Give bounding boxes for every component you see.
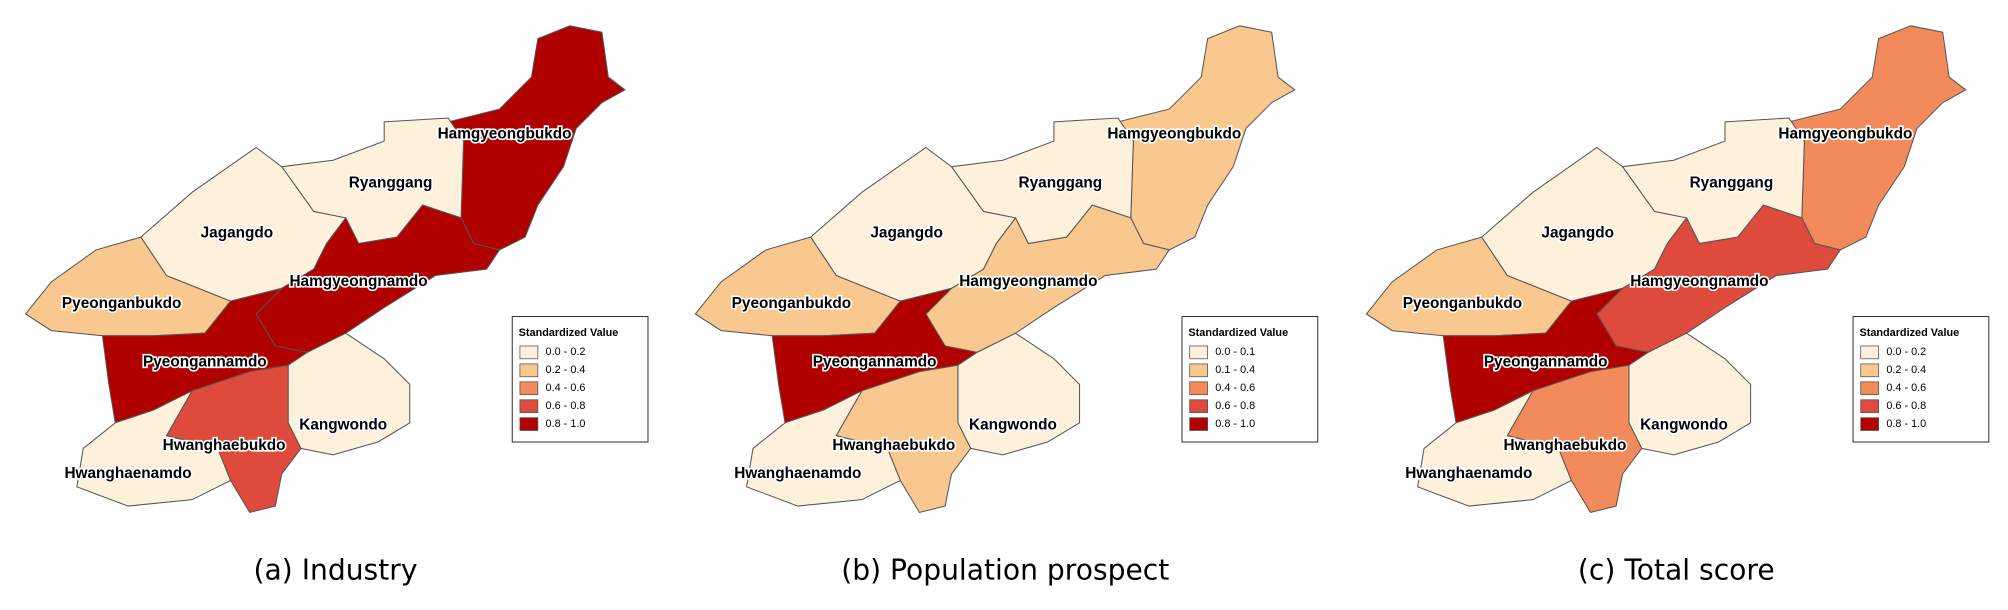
legend-swatch <box>519 417 539 431</box>
region-label: Kangwondo <box>1640 416 1728 433</box>
legend-label: 0.8 - 1.0 <box>1215 418 1255 430</box>
region-label: Hwanghaenamdo <box>734 465 861 482</box>
legend-label: 0.0 - 0.2 <box>546 346 586 358</box>
region <box>925 204 1171 353</box>
region-label: Jagangdo <box>201 224 274 241</box>
legend-label: 0.1 - 0.4 <box>1215 364 1255 376</box>
caption: (b) Population prospect <box>841 553 1169 586</box>
caption: (a) Industry <box>254 553 418 586</box>
caption: (c) Total score <box>1578 553 1775 586</box>
region-label: Ryanggang <box>1690 174 1774 191</box>
legend-label: 0.4 - 0.6 <box>546 382 586 394</box>
legend-label: 0.8 - 1.0 <box>546 418 586 430</box>
legend-swatch <box>1860 399 1880 413</box>
region <box>447 25 626 251</box>
region-label: Pyeonganbukdo <box>62 295 181 312</box>
region-label: Ryanggang <box>349 174 433 191</box>
legend-label: 0.6 - 0.8 <box>546 400 586 412</box>
region-label: Jagangdo <box>1541 224 1614 241</box>
legend-swatch <box>1189 363 1209 378</box>
region-label: Hwanghaebukdo <box>163 437 286 454</box>
map-panel: Hamgyeongbukdo Ryanggang Jagangdo Pyeonganb… <box>1365 25 1990 586</box>
legend-label: 0.8 - 1.0 <box>1886 418 1926 430</box>
legend-swatch <box>1189 399 1209 413</box>
legend-label: 0.4 - 0.6 <box>1886 382 1926 394</box>
legend-label: 0.2 - 0.4 <box>1886 364 1926 376</box>
legend-swatch <box>1189 381 1209 396</box>
region <box>1788 25 1967 251</box>
region <box>1596 204 1842 353</box>
region <box>746 389 901 507</box>
region <box>1417 389 1572 507</box>
legend-swatch <box>1189 417 1209 431</box>
legend-title: Standardized Value <box>519 327 619 339</box>
legend-label: 0.0 - 0.1 <box>1215 346 1255 358</box>
legend-label: 0.2 - 0.4 <box>546 364 586 376</box>
region-label: Pyeongannamdo <box>813 354 937 371</box>
region <box>76 389 232 507</box>
region-label: Jagangdo <box>870 224 943 241</box>
region-label: Hamgyeongbukdo <box>1107 126 1241 143</box>
legend-swatch <box>1860 417 1880 431</box>
legend-swatch <box>519 345 539 360</box>
region-label: Hwanghaenamdo <box>64 465 191 482</box>
region-label: Pyeongannamdo <box>143 354 267 371</box>
region <box>255 204 501 353</box>
region-label: Pyeonganbukdo <box>1403 295 1522 312</box>
region-label: Kangwondo <box>969 416 1057 433</box>
legend-label: 0.6 - 0.8 <box>1886 400 1926 412</box>
region-label: Hwanghaebukdo <box>832 437 955 454</box>
region-label: Hwanghaebukdo <box>1503 437 1626 454</box>
legend-box <box>1852 316 1990 443</box>
legend: Standardized Value 0.0 - 0.2 0.2 - 0.4 0.4 … <box>1852 316 1990 443</box>
legend-swatch <box>519 363 539 378</box>
region-label: Hamgyeongbukdo <box>438 126 572 143</box>
region <box>1117 25 1296 251</box>
region-label: Hamgyeongnamdo <box>289 273 427 290</box>
legend-title: Standardized Value <box>1188 327 1288 339</box>
legend-swatch <box>1860 345 1880 360</box>
legend-label: 0.6 - 0.8 <box>1215 400 1255 412</box>
map-panel: Hamgyeongbukdo Ryanggang Jagangdo Pyeonganb… <box>24 25 649 586</box>
legend-swatch <box>1860 363 1880 378</box>
legend-label: 0.0 - 0.2 <box>1886 346 1926 358</box>
legend-swatch <box>519 399 539 413</box>
region-label: Hamgyeongbukdo <box>1778 126 1912 143</box>
legend-label: 0.4 - 0.6 <box>1215 382 1255 394</box>
region-label: Pyeongannamdo <box>1484 354 1608 371</box>
region-label: Ryanggang <box>1019 174 1103 191</box>
region-label: Hamgyeongnamdo <box>959 273 1097 290</box>
legend: Standardized Value 0.0 - 0.1 0.1 - 0.4 0.4 … <box>1181 316 1319 443</box>
legend: Standardized Value 0.0 - 0.2 0.2 - 0.4 0.4 … <box>511 316 649 443</box>
map-panel: Hamgyeongbukdo Ryanggang Jagangdo Pyeonganb… <box>694 25 1319 586</box>
legend-swatch <box>1860 381 1880 396</box>
region-label: Pyeonganbukdo <box>732 295 851 312</box>
region-label: Hwanghaenamdo <box>1405 465 1532 482</box>
region-label: Hamgyeongnamdo <box>1630 273 1768 290</box>
legend-title: Standardized Value <box>1859 327 1959 339</box>
legend-swatch <box>1189 345 1209 360</box>
region-label: Kangwondo <box>299 416 387 433</box>
legend-swatch <box>519 381 539 396</box>
